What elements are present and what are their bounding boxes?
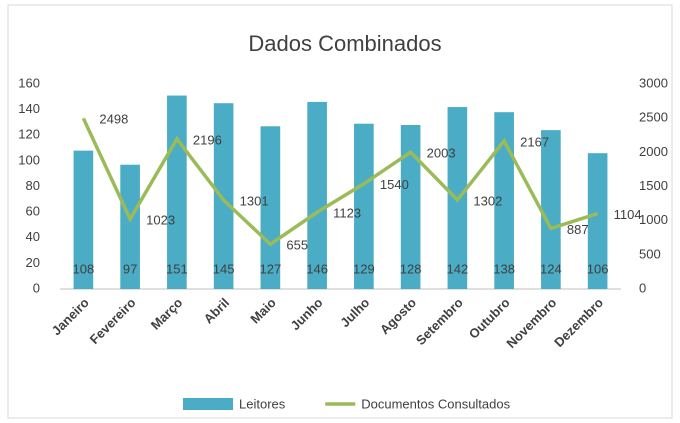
chart-frame: [7, 4, 673, 419]
y2-tick-label: 3000: [639, 75, 668, 90]
line-value-label: 2003: [427, 146, 456, 161]
line-value-label: 655: [286, 238, 308, 253]
bar: [400, 125, 421, 289]
y2-tick-label: 2500: [639, 110, 668, 125]
line-value-label: 887: [567, 222, 589, 237]
bar-value-label: 97: [123, 261, 137, 276]
bar-value-label: 138: [493, 261, 515, 276]
bar-value-label: 106: [587, 261, 609, 276]
bar-value-label: 108: [73, 261, 95, 276]
bar-value-label: 127: [260, 261, 282, 276]
bar-value-label: 151: [166, 261, 188, 276]
bar: [354, 123, 374, 289]
y2-tick-label: 2000: [639, 144, 668, 159]
line-value-label: 2196: [193, 132, 222, 147]
bar-value-label: 146: [306, 261, 328, 276]
bar-value-label: 128: [400, 261, 422, 276]
y2-tick-label: 500: [639, 246, 661, 261]
bar-value-label: 129: [353, 261, 375, 276]
bar-value-label: 142: [447, 261, 469, 276]
bar: [120, 164, 140, 289]
legend-swatch: [183, 398, 233, 410]
chart-title: Dados Combinados: [248, 31, 441, 56]
y-tick-label: 0: [33, 280, 40, 295]
line-value-label: 1301: [240, 194, 269, 209]
y-tick-label: 140: [18, 101, 40, 116]
line-value-label: 2498: [99, 112, 128, 127]
bar-value-label: 124: [540, 261, 562, 276]
line-value-label: 2167: [520, 134, 549, 149]
bar-value-label: 145: [213, 261, 235, 276]
y2-tick-label: 1000: [639, 212, 668, 227]
bar: [167, 95, 187, 289]
line-series: [81, 117, 599, 247]
y-tick-label: 120: [18, 127, 40, 142]
y-tick-label: 100: [18, 152, 40, 167]
bar: [494, 112, 514, 289]
bar: [587, 153, 608, 289]
y-tick-label: 80: [26, 178, 40, 193]
bar: [260, 126, 281, 289]
y-tick-label: 60: [26, 204, 40, 219]
line-value-label: 1123: [333, 206, 361, 221]
bar: [213, 103, 234, 289]
legend-label: Documentos Consultados: [361, 396, 510, 411]
bar: [307, 101, 327, 289]
y2-tick-label: 1500: [639, 178, 668, 193]
line-value-label: 1023: [146, 213, 175, 228]
y2-tick-label: 0: [639, 280, 646, 295]
legend-label: Leitores: [239, 396, 286, 411]
y-tick-label: 20: [26, 255, 40, 270]
line-value-label: 1302: [473, 193, 502, 208]
y-tick-label: 40: [26, 229, 40, 244]
line-value-label: 1104: [614, 207, 642, 222]
line-value-label: 1540: [380, 177, 409, 192]
y-tick-label: 160: [18, 75, 40, 90]
bar: [73, 150, 94, 289]
bar: [541, 130, 561, 289]
